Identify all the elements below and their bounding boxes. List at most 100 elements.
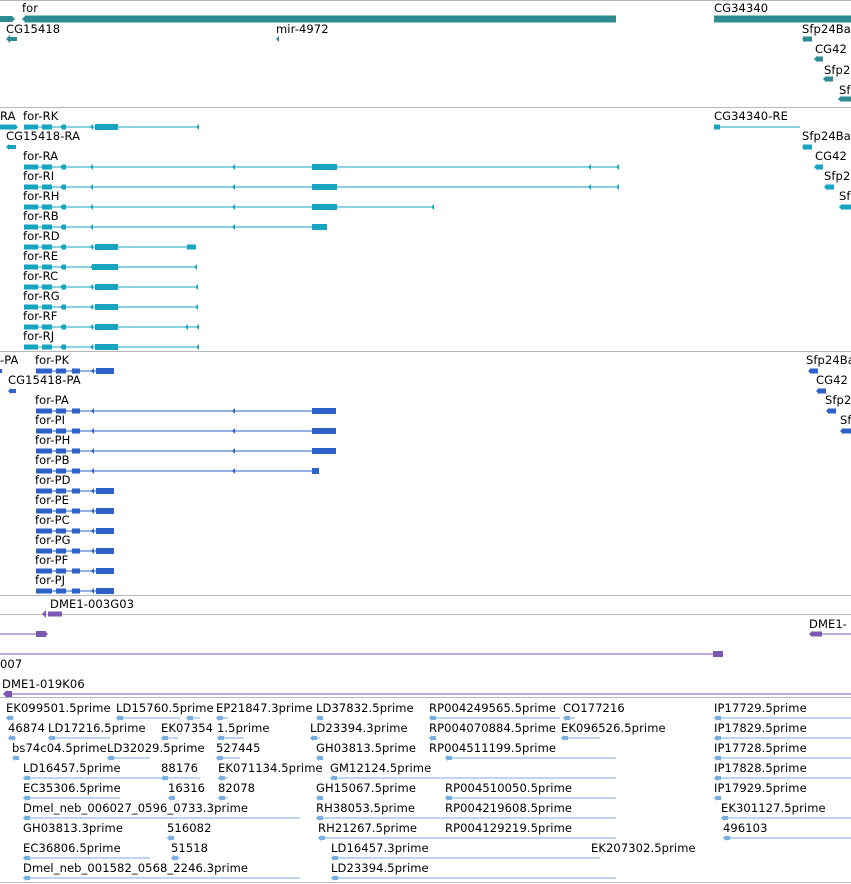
strand-arrow bbox=[55, 368, 58, 374]
strand-arrow bbox=[36, 488, 39, 494]
est-label[interactable]: IP17829.5prime bbox=[714, 721, 807, 735]
est-label[interactable]: EK096526.5prime bbox=[561, 721, 666, 735]
gene-label-cg34340[interactable]: CG34340 bbox=[714, 1, 769, 15]
transcript-label[interactable]: CG15418-RA bbox=[6, 129, 81, 143]
est-label[interactable]: 516082 bbox=[167, 821, 212, 835]
protein-label[interactable]: for-PD bbox=[35, 473, 71, 487]
protein-label[interactable]: CG42 bbox=[816, 373, 848, 387]
transcript-label[interactable]: for-RH bbox=[23, 189, 60, 203]
est-label[interactable]: EK301127.5prime bbox=[721, 801, 826, 815]
est-label[interactable]: IP17828.5prime bbox=[714, 761, 807, 775]
est-label[interactable]: GH03813.3prime bbox=[23, 821, 124, 835]
protein-label[interactable]: Sfp2 bbox=[825, 393, 851, 407]
exon-block bbox=[725, 836, 730, 840]
transcript-label[interactable]: Sf bbox=[839, 189, 851, 203]
est-label[interactable]: CO177216 bbox=[563, 701, 625, 715]
transcript-label[interactable]: for-RF bbox=[23, 309, 58, 323]
est-label[interactable]: bs74c04.5prime bbox=[12, 741, 107, 755]
est-label[interactable]: LD17216.5prime bbox=[48, 721, 146, 735]
est-label[interactable]: RP004511199.5prime bbox=[429, 741, 557, 755]
est-label[interactable]: GH03813.5prime bbox=[316, 741, 417, 755]
protein-label[interactable]: for-PA bbox=[35, 393, 69, 407]
est-label[interactable]: IP17729.5prime bbox=[714, 701, 807, 715]
protein-label[interactable]: for-PB bbox=[35, 453, 70, 467]
est-label[interactable]: RP004249565.5prime bbox=[429, 701, 557, 715]
est-label[interactable]: LD16457.3prime bbox=[331, 841, 429, 855]
est-label[interactable]: RH38053.5prime bbox=[316, 801, 416, 815]
est-label[interactable]: 82078 bbox=[218, 781, 256, 795]
est-label[interactable]: RP004219608.5prime bbox=[445, 801, 573, 815]
protein-label[interactable]: -PA bbox=[0, 353, 19, 367]
clone-label[interactable]: DME1-003G03 bbox=[50, 597, 135, 611]
est-label[interactable]: 527445 bbox=[216, 741, 261, 755]
gene-label-cg15418[interactable]: CG15418 bbox=[6, 22, 61, 36]
est-label[interactable]: EK07354 bbox=[161, 721, 214, 735]
protein-label[interactable]: for-PH bbox=[35, 433, 71, 447]
est-label[interactable]: 88176 bbox=[161, 761, 199, 775]
est-label[interactable]: 1.5prime bbox=[217, 721, 270, 735]
protein-label[interactable]: for-PK bbox=[35, 353, 70, 367]
transcript-label[interactable]: for-RG bbox=[23, 289, 60, 303]
protein-label[interactable]: for-PG bbox=[35, 533, 71, 547]
est-label[interactable]: Dmel_neb_006027_0596_0733.3prime bbox=[23, 801, 249, 815]
est-label[interactable]: EC36806.5prime bbox=[23, 841, 121, 855]
est-label[interactable]: 51518 bbox=[171, 841, 209, 855]
est-label[interactable]: EC35306.5prime bbox=[23, 781, 121, 795]
transcript-label[interactable]: CG42 bbox=[815, 149, 847, 163]
transcript-label[interactable]: for-RC bbox=[23, 269, 59, 283]
protein-label[interactable]: for-PC bbox=[35, 513, 70, 527]
transcript-label[interactable]: Sfp24Ba bbox=[802, 129, 851, 143]
est-label[interactable]: GM12124.5prime bbox=[330, 761, 432, 775]
transcript-label[interactable]: for-RI bbox=[23, 169, 55, 183]
clone-label[interactable]: DME1-019K06 bbox=[2, 677, 85, 691]
protein-label[interactable]: Sfp24Ba bbox=[806, 353, 851, 367]
protein-label[interactable]: for-PJ bbox=[35, 573, 66, 587]
transcript-label[interactable]: Sfp2 bbox=[824, 169, 851, 183]
est-label[interactable]: Dmel_neb_001582_0568_2246.3prime bbox=[23, 861, 249, 875]
est-label[interactable]: RH21267.5prime bbox=[318, 821, 418, 835]
est-label[interactable]: LD32029.5prime bbox=[107, 741, 205, 755]
gene-label-mir-4972[interactable]: mir-4972 bbox=[276, 22, 329, 36]
transcript-label[interactable]: for-RD bbox=[23, 229, 60, 243]
est-label[interactable]: LD23394.3prime bbox=[310, 721, 408, 735]
est-label[interactable]: 16316 bbox=[168, 781, 206, 795]
gene-label-sf[interactable]: Sf bbox=[839, 83, 851, 97]
est-label[interactable]: EK099501.5prime bbox=[6, 701, 111, 715]
transcript-label[interactable]: for-RE bbox=[23, 249, 59, 263]
protein-label[interactable]: for-PF bbox=[35, 553, 69, 567]
est-label[interactable]: IP17728.5prime bbox=[714, 741, 807, 755]
transcript-label[interactable]: for-RA bbox=[23, 149, 59, 163]
est-label[interactable]: IP17929.5prime bbox=[714, 781, 807, 795]
est-label[interactable]: EP21847.3prime bbox=[216, 701, 313, 715]
est-label[interactable]: LD16457.5prime bbox=[23, 761, 121, 775]
est-label[interactable]: EK207302.5prime bbox=[591, 841, 696, 855]
est-label[interactable]: RP004070884.5prime bbox=[429, 721, 557, 735]
clone-label[interactable]: 007 bbox=[0, 657, 23, 671]
gene-label-cg42[interactable]: CG42 bbox=[815, 42, 847, 56]
transcript-label[interactable]: for-RK bbox=[23, 109, 59, 123]
est-label[interactable]: EK071134.5prime bbox=[218, 761, 323, 775]
est-label[interactable]: RP004129219.5prime bbox=[445, 821, 573, 835]
est-label[interactable]: LD15760.5prime bbox=[116, 701, 214, 715]
strand-arrow bbox=[36, 468, 39, 474]
gene-label-sfp2[interactable]: Sfp2 bbox=[824, 63, 851, 77]
transcript-label[interactable]: for-RJ bbox=[23, 329, 55, 343]
gene-label-sfp24ba[interactable]: Sfp24Ba bbox=[802, 22, 851, 36]
est-label[interactable]: LD37832.5prime bbox=[316, 701, 414, 715]
est-label[interactable]: LD23394.5prime bbox=[331, 861, 429, 875]
gene-label-for[interactable]: for bbox=[22, 1, 39, 15]
protein-label[interactable]: Sf bbox=[840, 413, 851, 427]
est-label[interactable]: GH15067.5prime bbox=[316, 781, 417, 795]
est-label[interactable]: 496103 bbox=[723, 821, 768, 835]
est-label[interactable]: RP004510050.5prime bbox=[445, 781, 573, 795]
transcript-label[interactable]: RA bbox=[0, 109, 16, 123]
exon-block bbox=[42, 184, 52, 190]
clone-label[interactable]: DME1- bbox=[809, 617, 848, 631]
protein-label[interactable]: CG15418-PA bbox=[8, 373, 81, 387]
est-label[interactable]: 46874 bbox=[8, 721, 46, 735]
protein-label[interactable]: for-PI bbox=[35, 413, 66, 427]
transcript-label[interactable]: CG34340-RE bbox=[714, 109, 788, 123]
protein-label[interactable]: for-PE bbox=[35, 493, 70, 507]
transcript-label[interactable]: for-RB bbox=[23, 209, 59, 223]
